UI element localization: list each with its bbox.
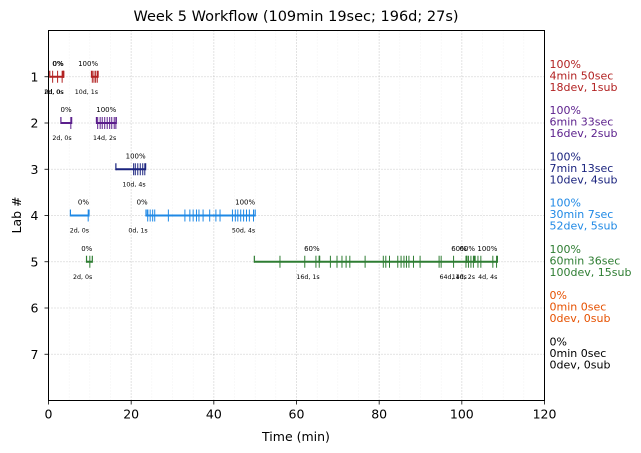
summary-line: 100%: [550, 104, 581, 117]
lab-2-summary: 100% 6min 33sec 16dev, 2sub: [550, 104, 618, 140]
summary-line: 4min 50sec: [550, 69, 614, 82]
y-tick-label: 4: [31, 208, 39, 223]
x-tick-label: 100: [450, 407, 474, 422]
segment-pct-label: 0%: [78, 199, 89, 207]
segment-pct-label: 0%: [53, 60, 64, 68]
summary-line: 16dev, 2sub: [550, 127, 618, 140]
grid: [48, 30, 545, 401]
x-tick-label: 80: [371, 407, 387, 422]
lab-3-summary: 100% 7min 13sec 10dev, 4sub: [550, 150, 618, 186]
y-tick-label: 5: [31, 254, 39, 269]
segment-pct-label: 0%: [81, 245, 92, 253]
segment-note-label: 64d, 10s: [439, 274, 466, 281]
segment-pct-label: 60%: [459, 245, 475, 253]
summary-line: 0min 0sec: [550, 347, 607, 360]
plot-frame: [48, 30, 545, 401]
y-tick-label: 1: [31, 69, 39, 84]
y-tick-label: 6: [31, 301, 39, 316]
segment-pct-label: 0%: [61, 106, 72, 114]
summary-line: 100%: [550, 58, 581, 71]
summary-line: 0%: [550, 335, 567, 348]
segment-pct-label: 100%: [235, 199, 255, 207]
segment-pct-label: 100%: [126, 152, 146, 160]
x-tick-label: 120: [533, 407, 557, 422]
segment-note-label: 4d, 4s: [478, 274, 497, 281]
segment-note-label: 16d, 1s: [296, 274, 319, 281]
segment-pct-label: 0%: [137, 199, 148, 207]
summary-line: 100%: [550, 243, 581, 256]
segment-note-label: 0d, 0s: [44, 89, 63, 96]
x-tick-label: 0: [45, 407, 53, 422]
x-tick-label: 40: [206, 407, 222, 422]
lab-2-track: 0% 2d, 0s 100% 14d, 2s: [52, 106, 117, 142]
y-tick-label: 2: [31, 116, 39, 131]
x-axis-label: Time (min): [261, 429, 330, 444]
lab-7-summary: 0% 0min 0sec 0dev, 0sub: [550, 335, 611, 371]
lab-4-track: 0% 2d, 0s 0% 0d, 1s 100% 50d, 4s: [70, 199, 256, 235]
summary-line: 30min 7sec: [550, 208, 614, 221]
segment-pct-label: 0%: [52, 60, 63, 68]
y-tick-label: 7: [31, 347, 39, 362]
segment-note-label: 50d, 4s: [232, 228, 255, 235]
summary-line: 0min 0sec: [550, 301, 607, 314]
lab-1-summary: 100% 4min 50sec 18dev, 1sub: [550, 58, 618, 94]
x-tick-label: 20: [123, 407, 139, 422]
summary-line: 7min 13sec: [550, 162, 614, 175]
y-tick-label: 3: [31, 162, 39, 177]
summary-line: 10dev, 4sub: [550, 173, 618, 186]
segment-note-label: 2d, 0s: [44, 89, 63, 96]
segment-pct-label: 100%: [477, 245, 497, 253]
x-axis: 0 20 40 60 80 100 120: [45, 400, 557, 422]
y-axis: 1 2 3 4 5 6 7: [31, 69, 49, 362]
summary-line: 6min 33sec: [550, 116, 614, 129]
summary-line: 52dev, 5sub: [550, 220, 618, 233]
segment-note-label: 14d, 2s: [93, 135, 116, 142]
summary-line: 60min 36sec: [550, 254, 621, 267]
x-tick-label: 60: [289, 407, 305, 422]
summary-line: 18dev, 1sub: [550, 81, 618, 94]
lab-5-summary: 100% 60min 36sec 100dev, 15sub: [550, 243, 632, 279]
segment-pct-label: 100%: [78, 60, 98, 68]
lab-4-summary: 100% 30min 7sec 52dev, 5sub: [550, 197, 618, 233]
segment-note-label: 2d, 0s: [70, 228, 89, 235]
segment-note-label: 10d, 4s: [122, 181, 145, 188]
y-axis-label: Lab #: [9, 196, 24, 233]
segment-pct-label: 100%: [96, 106, 116, 114]
segment-note-label: 0d, 1s: [128, 228, 147, 235]
lab-5-track: 0% 2d, 0s 60% 16d, 1s 60% 64d, 10s 60% 14d, 2s 1…: [73, 245, 498, 281]
lab-3-track: 100% 10d, 4s: [115, 152, 147, 188]
segment-note-label: 14d, 2s: [452, 274, 475, 281]
segment-note-label: 2d, 0s: [52, 135, 71, 142]
lab-6-summary: 0% 0min 0sec 0dev, 0sub: [550, 289, 611, 325]
segment-note-label: 10d, 1s: [75, 89, 98, 96]
segment-note-label: 2d, 0s: [73, 274, 92, 281]
summary-line: 0%: [550, 289, 567, 302]
segment-pct-label: 60%: [451, 245, 467, 253]
chart-title: Week 5 Workflow (109min 19sec; 196d; 27s…: [133, 9, 458, 25]
segment-pct-label: 60%: [304, 245, 320, 253]
summary-line: 0dev, 0sub: [550, 358, 611, 371]
summary-line: 100%: [550, 150, 581, 163]
summary-line: 0dev, 0sub: [550, 312, 611, 325]
summary-line: 100dev, 15sub: [550, 266, 632, 279]
summary-line: 100%: [550, 197, 581, 210]
